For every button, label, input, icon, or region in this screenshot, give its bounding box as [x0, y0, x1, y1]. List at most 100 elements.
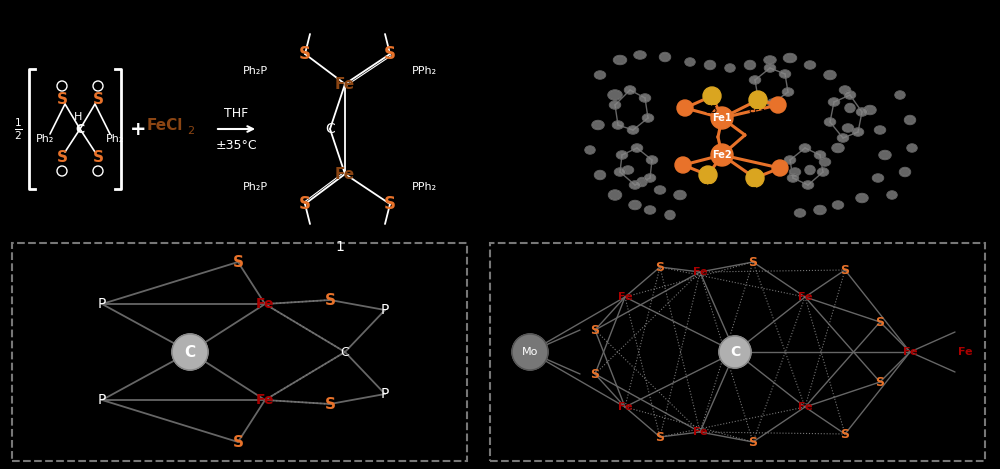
Text: P: P	[381, 303, 389, 317]
Text: S: S	[92, 150, 104, 165]
Ellipse shape	[594, 171, 606, 180]
Ellipse shape	[654, 186, 666, 194]
Circle shape	[770, 97, 786, 113]
Text: S: S	[56, 150, 68, 165]
Ellipse shape	[802, 181, 814, 189]
Bar	[12, 243, 467, 461]
Text: S: S	[92, 91, 104, 106]
Text: Fe: Fe	[335, 166, 355, 182]
Circle shape	[711, 107, 733, 129]
Ellipse shape	[628, 126, 639, 134]
Text: Mo: Mo	[522, 347, 538, 357]
Text: S: S	[232, 255, 244, 270]
Ellipse shape	[845, 104, 855, 113]
Text: Fe: Fe	[335, 76, 355, 91]
Ellipse shape	[782, 88, 794, 96]
Text: Fe: Fe	[958, 347, 972, 357]
Circle shape	[172, 334, 208, 370]
Text: ±35°C: ±35°C	[215, 138, 257, 151]
Ellipse shape	[788, 174, 798, 182]
Ellipse shape	[622, 166, 634, 174]
Ellipse shape	[765, 64, 776, 72]
Ellipse shape	[784, 156, 796, 164]
Ellipse shape	[644, 174, 656, 182]
Text: S: S	[299, 45, 311, 63]
Text: C: C	[730, 345, 740, 359]
Text: 2: 2	[187, 126, 195, 136]
Text: $\frac{1}{2}$: $\frac{1}{2}$	[14, 116, 22, 142]
Ellipse shape	[900, 167, 910, 176]
Text: Fe: Fe	[798, 402, 812, 412]
Circle shape	[677, 100, 693, 116]
Text: S: S	[56, 91, 68, 106]
Text: C53: C53	[745, 130, 765, 140]
Text: S: S	[299, 195, 311, 213]
Ellipse shape	[818, 168, 828, 176]
Circle shape	[749, 91, 767, 109]
Circle shape	[746, 169, 764, 187]
Circle shape	[711, 144, 733, 166]
Text: C: C	[341, 346, 349, 358]
Text: Ph₂P: Ph₂P	[243, 66, 268, 76]
Ellipse shape	[784, 53, 796, 62]
Text: Fe: Fe	[618, 402, 632, 412]
Text: S: S	[324, 293, 336, 308]
Ellipse shape	[895, 91, 905, 99]
Text: S: S	[656, 431, 664, 444]
Text: S1: S1	[702, 184, 714, 194]
Text: Fe: Fe	[903, 347, 917, 357]
Text: Fe: Fe	[798, 292, 812, 302]
Ellipse shape	[634, 51, 646, 59]
Ellipse shape	[887, 191, 897, 199]
Text: Ph₂P: Ph₂P	[243, 182, 268, 192]
Text: PPh₂: PPh₂	[412, 66, 437, 76]
Text: P: P	[98, 297, 106, 311]
Ellipse shape	[614, 168, 626, 176]
Ellipse shape	[824, 118, 836, 126]
Text: P: P	[381, 387, 389, 401]
Ellipse shape	[907, 144, 917, 152]
Ellipse shape	[660, 53, 670, 61]
Ellipse shape	[704, 61, 716, 69]
Ellipse shape	[864, 106, 876, 114]
Text: P: P	[98, 393, 106, 407]
Text: PPh₂: PPh₂	[412, 182, 437, 192]
Ellipse shape	[753, 94, 764, 102]
Circle shape	[675, 157, 691, 173]
Ellipse shape	[879, 151, 891, 159]
Text: THF: THF	[224, 106, 248, 120]
Text: Fe1: Fe1	[712, 113, 732, 123]
Text: S51: S51	[749, 109, 767, 119]
Ellipse shape	[856, 108, 868, 116]
Ellipse shape	[610, 101, 620, 109]
Text: S: S	[840, 428, 850, 440]
Ellipse shape	[750, 76, 761, 84]
Ellipse shape	[608, 90, 622, 100]
Text: +: +	[130, 120, 146, 138]
Text: C: C	[325, 122, 335, 136]
Ellipse shape	[852, 128, 864, 136]
Ellipse shape	[842, 124, 854, 132]
Ellipse shape	[585, 146, 595, 154]
Text: Fe: Fe	[693, 267, 707, 277]
Ellipse shape	[832, 201, 844, 209]
Text: C: C	[75, 122, 85, 136]
Text: Ph₂: Ph₂	[106, 134, 124, 144]
Ellipse shape	[844, 91, 856, 99]
Ellipse shape	[629, 201, 641, 210]
Text: S5: S5	[706, 105, 718, 115]
Ellipse shape	[616, 151, 628, 159]
Text: S55: S55	[746, 187, 764, 197]
Text: Fe: Fe	[618, 292, 632, 302]
Bar	[490, 243, 985, 461]
Ellipse shape	[637, 177, 647, 187]
Ellipse shape	[640, 94, 650, 102]
Ellipse shape	[820, 158, 830, 166]
Ellipse shape	[744, 61, 756, 69]
Ellipse shape	[665, 211, 675, 219]
Ellipse shape	[644, 206, 656, 214]
Ellipse shape	[804, 61, 816, 69]
Text: S: S	[232, 434, 244, 449]
Text: S: S	[876, 316, 885, 328]
Ellipse shape	[642, 114, 654, 122]
